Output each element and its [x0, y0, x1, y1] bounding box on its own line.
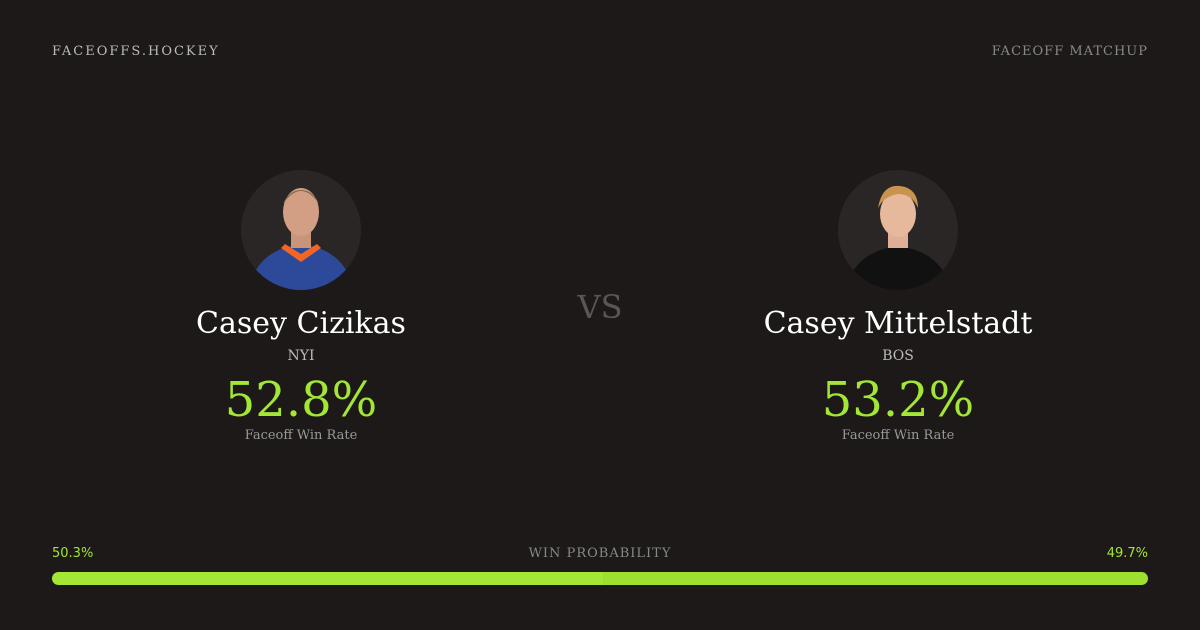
team: NYI [287, 348, 315, 364]
win-rate: 53.2% [821, 372, 975, 428]
team: BOS [882, 348, 914, 364]
brand: FACEOFFS.HOCKEY [52, 44, 220, 59]
prob-title: WIN PROBABILITY [528, 546, 672, 561]
prob-left-label: 50.3% [52, 546, 94, 561]
player-left: Casey Cizikas NYI 52.8% Faceoff Win Rate [101, 170, 501, 443]
player-right: Casey Mittelstadt BOS 53.2% Faceoff Win … [698, 170, 1098, 443]
prob-bar [52, 572, 1148, 585]
avatar [241, 170, 361, 290]
player-name: Casey Cizikas [196, 306, 406, 341]
win-rate: 52.8% [224, 372, 378, 428]
prob-segment [603, 572, 1148, 585]
prob-right-label: 49.7% [1106, 546, 1148, 561]
versus: VS [577, 288, 623, 326]
player-name: Casey Mittelstadt [763, 306, 1033, 341]
prob-segment [52, 572, 604, 585]
tag: FACEOFF MATCHUP [991, 44, 1148, 59]
win-rate-label: Faceoff Win Rate [841, 428, 955, 443]
win-rate-label: Faceoff Win Rate [244, 428, 358, 443]
avatar [838, 170, 958, 290]
